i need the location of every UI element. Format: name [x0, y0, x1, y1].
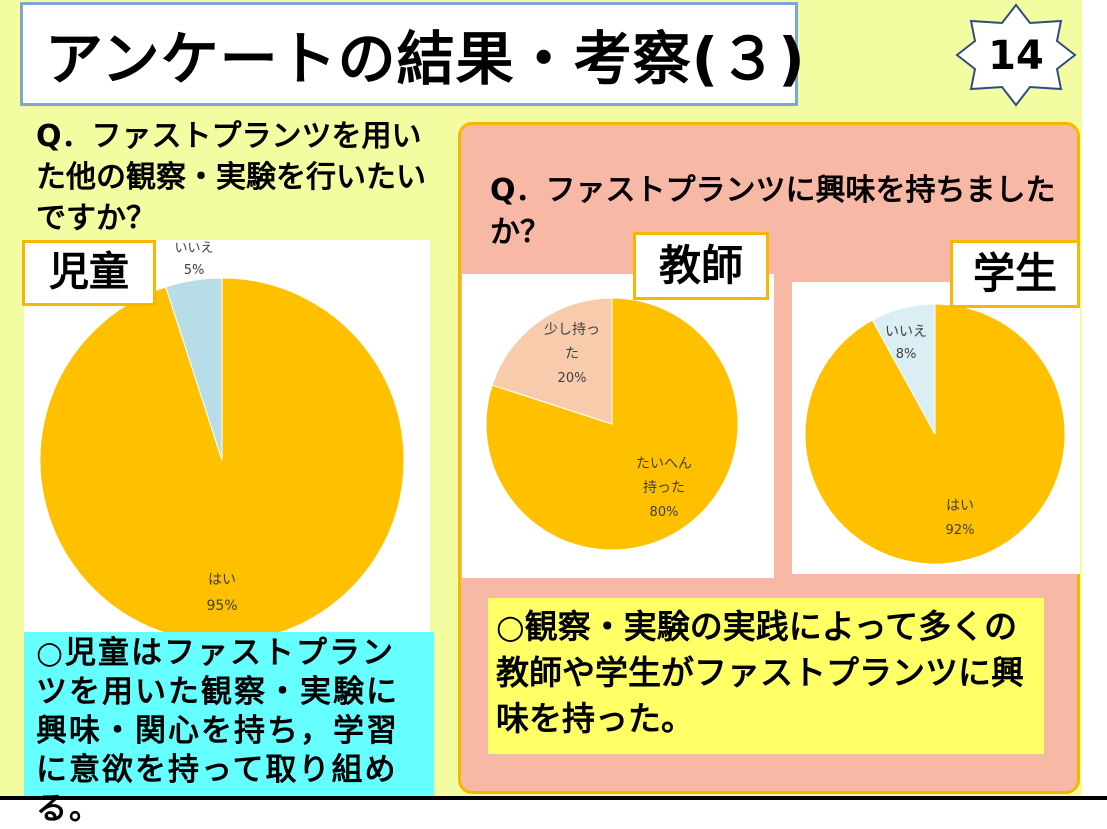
child-slice-no [165, 277, 223, 461]
child-label-box: 児童 [22, 240, 156, 306]
student-value-no: 8% [896, 347, 917, 362]
teacher-label-some-line2: た [565, 346, 579, 362]
student-slice-no [871, 303, 936, 435]
teacher-value-very: 80% [650, 505, 679, 520]
right-question: Q．ファストプランツに興味を持ちましたか？ [490, 173, 1056, 250]
student-pie-chart: はい 92% いいえ 8% [804, 303, 1066, 565]
page-number: 14 [988, 33, 1044, 79]
child-value-yes: 95% [206, 598, 237, 614]
bottom-rule [0, 796, 1107, 800]
teacher-label-some-line1: 少し持っ [544, 322, 600, 338]
octagram-shape [955, 3, 1077, 107]
page-number-badge: 14 [955, 3, 1077, 107]
child-label-yes: はい [208, 572, 236, 588]
teacher-label-very-line2: 持った [643, 480, 685, 496]
student-label-no: いいえ [885, 324, 927, 340]
teacher-label-box: 教師 [633, 232, 769, 300]
teacher-label-very-line1: たいへん [636, 456, 692, 472]
teacher-chart-area: たいへん 持った 80% 少し持っ た 20% [462, 274, 774, 578]
left-question: Q．ファストプランツを用いた他の観察・実験を行いたいですか？ [36, 119, 426, 236]
student-label-box: 学生 [950, 240, 1080, 308]
student-value-yes: 92% [946, 523, 975, 538]
child-value-no: 5% [184, 263, 205, 278]
teacher-pie-chart: たいへん 持った 80% 少し持っ た 20% [485, 297, 739, 551]
student-chart-area: はい 92% いいえ 8% [792, 282, 1080, 574]
slide-margin [1082, 0, 1107, 800]
teacher-slice-some [491, 297, 613, 425]
left-conclusion: ○児童はファストプランツを用いた観察・実験に興味・関心を持ち，学習に意欲を持って… [24, 632, 434, 827]
right-conclusion: ○観察・実験の実践によって多くの教師や学生がファストプランツに興味を持った。 [488, 598, 1044, 754]
student-slice-yes [804, 303, 1066, 565]
child-label-no: いいえ [174, 241, 213, 256]
student-label-yes: はい [946, 498, 974, 514]
teacher-value-some: 20% [558, 371, 587, 386]
slide-title: アンケートの結果・考察(３) [45, 25, 806, 93]
title-box: アンケートの結果・考察(３) [20, 2, 805, 106]
